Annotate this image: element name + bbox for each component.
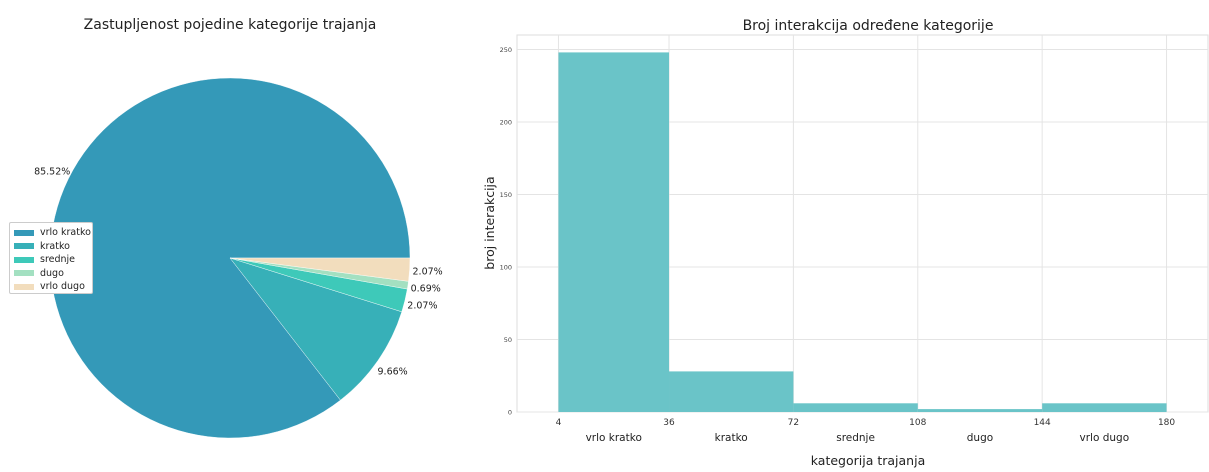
- pie-chart-panel: Zastupljenost pojedine kategorije trajan…: [0, 0, 470, 468]
- bar-vrlo-dugo: [1042, 403, 1167, 412]
- legend-swatch: [14, 229, 34, 236]
- histogram-chart: Broj interakcija određene kategorije 0 50…: [482, 18, 1209, 468]
- x-tick-label: 4: [556, 418, 562, 428]
- pie-percent-label-srednje: 2.07%: [407, 300, 437, 311]
- pie-percent-label-vrlo-dugo: 2.07%: [413, 266, 443, 277]
- category-label-dugo: dugo: [967, 432, 993, 444]
- bar-srednje: [793, 403, 918, 412]
- legend-label: vrlo kratko: [40, 227, 91, 239]
- histogram-x-axis-label: kategorija trajanja: [811, 453, 925, 468]
- legend-label: dugo: [40, 267, 64, 279]
- legend-swatch: [14, 283, 34, 290]
- pie-chart-title: Zastupljenost pojedine kategorije trajan…: [84, 17, 377, 33]
- y-tick-label: 250: [500, 46, 512, 54]
- y-tick-label: 0: [508, 409, 512, 417]
- histogram-panel: Broj interakcija određene kategorije 0 50…: [470, 0, 1209, 468]
- x-tick-label: 144: [1034, 418, 1051, 428]
- legend-label: vrlo dugo: [40, 281, 85, 293]
- category-label-srednje: srednje: [836, 432, 875, 444]
- pie-legend: vrlo kratko kratko srednje dugo vrlo dugo: [9, 222, 93, 294]
- pie-chart: Zastupljenost pojedine kategorije trajan…: [34, 17, 443, 439]
- category-label-vrlo-dugo: vrlo dugo: [1080, 432, 1130, 444]
- y-tick-label: 150: [500, 191, 512, 199]
- x-tick-label: 36: [663, 418, 675, 428]
- legend-label: kratko: [40, 240, 70, 252]
- y-tick-label: 100: [500, 264, 512, 272]
- legend-label: srednje: [40, 254, 76, 266]
- y-tick-label: 50: [504, 336, 512, 344]
- legend-swatch: [14, 256, 34, 263]
- bar-vrlo-kratko: [558, 52, 670, 413]
- x-tick-label: 72: [788, 418, 799, 428]
- bar-kratko: [669, 371, 794, 412]
- x-tick-label: 108: [909, 418, 926, 428]
- legend-swatch: [14, 270, 34, 277]
- y-tick-label: 200: [500, 119, 512, 127]
- legend-item-vrlo-dugo: vrlo dugo: [14, 280, 88, 294]
- x-tick-label: 180: [1158, 418, 1175, 428]
- legend-item-dugo: dugo: [14, 267, 88, 281]
- pie-slice-vrlo-dugo: [229, 257, 411, 282]
- legend-item-kratko: kratko: [14, 240, 88, 254]
- pie-percent-label-dugo: 0.69%: [411, 283, 441, 294]
- legend-item-srednje: srednje: [14, 253, 88, 267]
- histogram-y-axis-label: broj interakcija: [482, 176, 497, 269]
- legend-item-vrlo-kratko: vrlo kratko: [14, 226, 91, 240]
- pie-percent-label-vrlo-kratko: 85.52%: [34, 167, 70, 178]
- category-label-kratko: kratko: [715, 432, 748, 444]
- histogram-title: Broj interakcija određene kategorije: [743, 18, 994, 34]
- bar-dugo: [917, 409, 1043, 412]
- legend-swatch: [14, 243, 34, 250]
- pie-slice-kratko: [229, 257, 403, 401]
- pie-percent-label-kratko: 9.66%: [378, 366, 408, 377]
- category-label-vrlo-kratko: vrlo kratko: [586, 432, 642, 444]
